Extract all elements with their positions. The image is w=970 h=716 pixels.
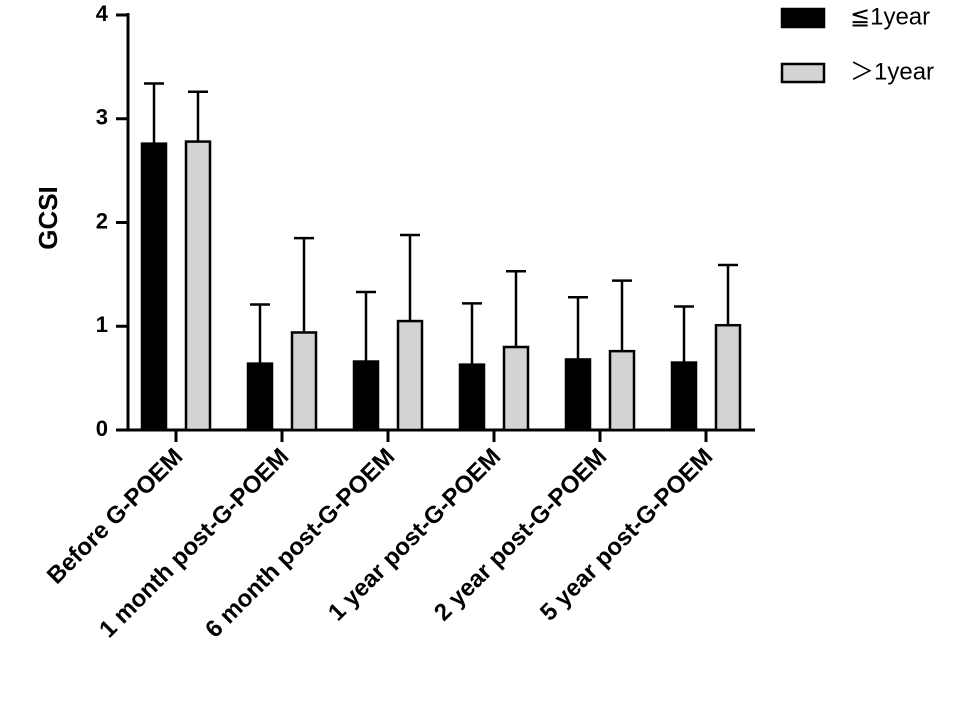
legend-swatch <box>780 7 826 29</box>
bar-le1year <box>140 142 168 432</box>
x-category-label: 1 month post-G-POEM <box>94 443 294 643</box>
bar-le1year <box>246 362 274 432</box>
y-tick-label: 1 <box>96 312 108 337</box>
bar-le1year <box>670 361 698 432</box>
axes-layer <box>116 13 755 442</box>
legend-label: ≦1year <box>850 3 930 30</box>
bar-gt1year <box>714 323 742 432</box>
x-category-label: 6 month post-G-POEM <box>200 443 400 643</box>
y-tick-label: 3 <box>96 105 108 130</box>
bar-gt1year <box>290 331 318 432</box>
bar-le1year <box>564 358 592 432</box>
bar-gt1year <box>184 140 212 432</box>
x-category-label: 5 year post-G-POEM <box>535 443 718 626</box>
x-category-label: 1 year post-G-POEM <box>323 443 506 626</box>
bar-gt1year <box>608 349 636 432</box>
bar-le1year <box>352 360 380 432</box>
legend: ≦1year ＞1year <box>780 3 934 85</box>
bar-le1year <box>458 363 486 432</box>
bar-gt1year <box>396 319 424 432</box>
bar-gt1year <box>502 345 530 432</box>
y-axis-title: GCSI <box>33 186 63 250</box>
bars-layer <box>140 82 742 432</box>
legend-swatch <box>780 62 826 84</box>
x-category-label: 2 year post-G-POEM <box>429 443 612 626</box>
legend-label: ＞1year <box>850 58 934 85</box>
y-tick-label: 4 <box>96 1 109 26</box>
y-tick-label: 0 <box>96 416 108 441</box>
y-tick-label: 2 <box>96 208 108 233</box>
